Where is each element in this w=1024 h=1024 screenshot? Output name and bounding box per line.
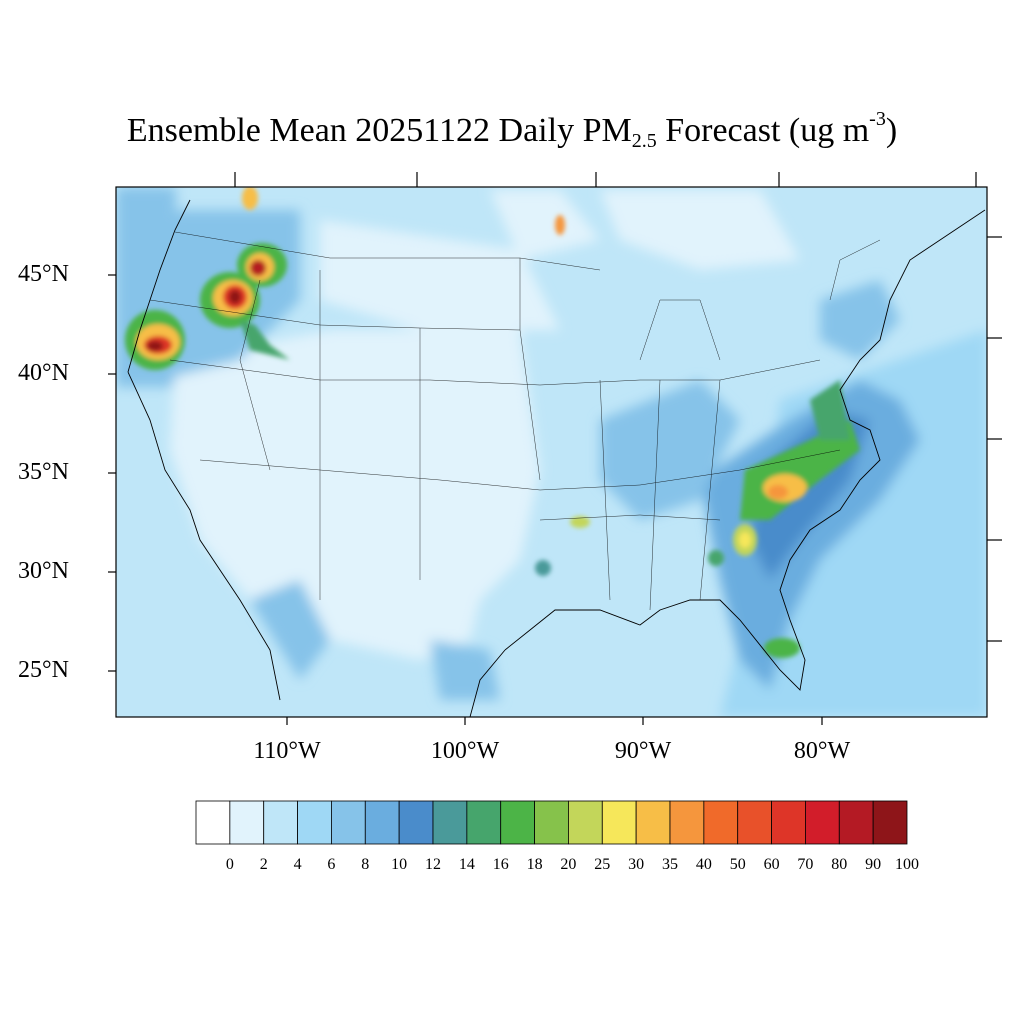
map-frame xyxy=(115,186,988,718)
colorbar-tick-label: 35 xyxy=(662,856,678,873)
lat-label-30n: 30°N xyxy=(18,558,69,584)
lat-label-25n: 25°N xyxy=(18,657,69,683)
colorbar-tick-label: 6 xyxy=(327,856,336,873)
colorbar-tick-label: 100 xyxy=(895,856,919,873)
map-ticks xyxy=(108,172,1002,725)
colorbar-tick-label: 14 xyxy=(458,856,475,873)
map-title: Ensemble Mean 20251122 Daily PM2.5 Forec… xyxy=(0,109,1024,152)
colorbar-tick-label: 50 xyxy=(729,856,746,873)
colorbar-tick-label: 8 xyxy=(361,856,370,873)
lon-label-110w: 110°W xyxy=(253,738,321,764)
colorbar-tick-label: 12 xyxy=(425,856,441,873)
colorbar-tick-label: 16 xyxy=(492,856,509,873)
colorbar-tick-label: 70 xyxy=(797,856,814,873)
colorbar-tick-label: 80 xyxy=(831,856,848,873)
lon-label-80w: 80°W xyxy=(793,738,851,764)
colorbar-tick-label: 25 xyxy=(594,856,611,873)
title-subscript: 2.5 xyxy=(631,130,657,152)
colorbar-tick-label: 60 xyxy=(763,856,780,873)
lon-label-100w: 100°W xyxy=(430,738,500,764)
lat-label-45n: 45°N xyxy=(18,261,69,287)
colorbar-tick-label: 2 xyxy=(259,856,268,873)
title-text: Ensemble Mean 20251122 Daily PM xyxy=(126,112,632,149)
title-text-end: ) xyxy=(885,112,898,149)
title-superscript: -3 xyxy=(869,108,886,130)
colorbar-tick-label: 4 xyxy=(293,856,302,873)
title-text-units: Forecast (ug m xyxy=(656,112,870,149)
colorbar-tick-label: 40 xyxy=(695,856,712,873)
lat-label-35n: 35°N xyxy=(18,459,69,485)
concentration-field xyxy=(116,187,987,717)
lon-label-90w: 90°W xyxy=(614,738,672,764)
colorbar-tick-label: 18 xyxy=(526,856,543,873)
colorbar-tick-label: 30 xyxy=(628,856,645,873)
colorbar-tick-label: 0 xyxy=(225,856,234,873)
colorbar-tick-label: 10 xyxy=(391,856,408,873)
colorbar-tick-label: 90 xyxy=(865,856,882,873)
colorbar-tick-label: 20 xyxy=(560,856,577,873)
lat-label-40n: 40°N xyxy=(18,360,69,386)
